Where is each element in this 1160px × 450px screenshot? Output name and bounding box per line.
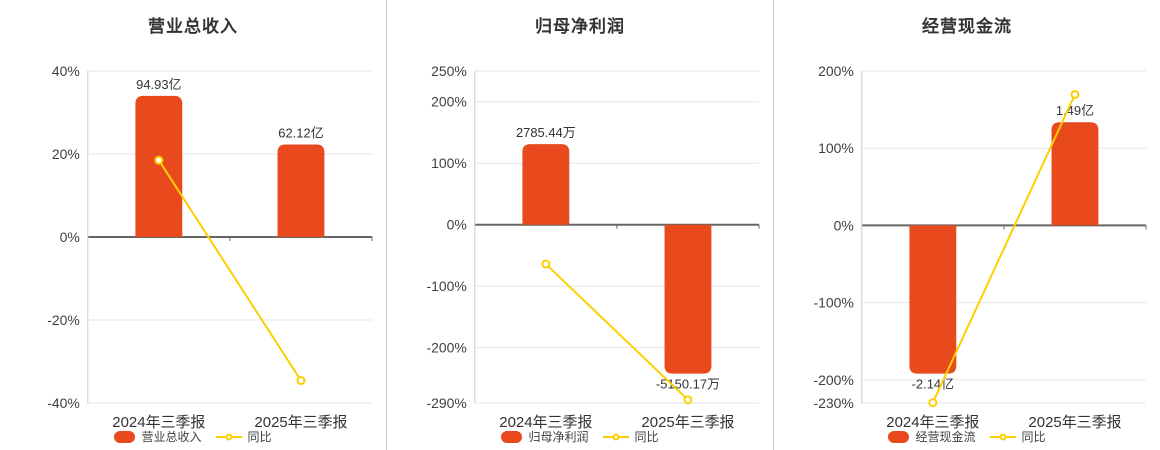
legend-line-label: 同比 — [1021, 430, 1046, 444]
legend-item-line-series[interactable]: 同比 — [215, 428, 272, 445]
chart-title: 经营现金流 — [922, 17, 1012, 36]
net-profit-chart-svg: 250% 200% 100% 0% -100% -200% -290% 2024年三季报 202… — [426, 63, 760, 431]
yoy-line-point-1[interactable] — [154, 155, 164, 165]
legend-bar-label: 营业总收入 — [141, 430, 202, 444]
bar-category-2[interactable] — [277, 144, 325, 237]
chart-legend: 归母净利润 同比 — [387, 428, 773, 445]
yoy-line — [931, 94, 1076, 404]
bar-category-1[interactable] — [522, 144, 570, 225]
chart-legend: 营业总收入 同比 — [0, 428, 386, 445]
bar-category-1[interactable] — [909, 225, 957, 374]
legend-line-label: 同比 — [247, 430, 272, 444]
y-axis-tick-label: 250% — [431, 63, 467, 79]
y-axis-tick-label: 100% — [818, 140, 854, 156]
y-axis-tick-label: 100% — [431, 155, 467, 171]
legend-bar-label: 经营现金流 — [915, 430, 976, 444]
yoy-line-point-1[interactable] — [928, 398, 938, 408]
y-axis-tick-label: -40% — [47, 395, 80, 411]
x-axis-category-label: 2025年三季报 — [254, 414, 347, 431]
yoy-line — [545, 263, 689, 401]
y-axis-tick-label: 20% — [52, 146, 80, 162]
yoy-line — [158, 159, 302, 382]
y-axis-tick-label: 40% — [52, 63, 80, 79]
yoy-line-point-1[interactable] — [541, 259, 551, 269]
bar-value-label: -2.14亿 — [912, 377, 955, 392]
y-axis-tick-label: 0% — [834, 217, 854, 233]
x-axis-category-label: 2024年三季报 — [499, 414, 592, 431]
line-series-marker-icon — [215, 431, 242, 443]
x-axis-category-label: 2025年三季报 — [1028, 414, 1121, 431]
y-axis-tick-label: 0% — [60, 229, 80, 245]
legend-bar-label: 归母净利润 — [528, 430, 589, 444]
y-axis-tick-label: -100% — [813, 295, 853, 311]
legend-item-bar-series[interactable]: 归母净利润 — [501, 428, 589, 445]
y-axis-tick-label: 0% — [447, 217, 467, 233]
y-axis-tick-label: -200% — [426, 340, 466, 356]
cash-flow-chart-svg: 200% 100% 0% -100% -200% -230% 2024年三季报 2025年三季… — [813, 63, 1147, 431]
bar-value-label: 94.93亿 — [136, 77, 181, 92]
chart-title: 营业总收入 — [148, 17, 238, 36]
chart-panel-operating-revenue: 营业总收入 40% 20% 0% -20% -40% 2024年三季报 2025年三季报 94… — [0, 0, 386, 450]
x-axis-category-label: 2025年三季报 — [641, 414, 734, 431]
x-axis-category-label: 2024年三季报 — [112, 414, 205, 431]
bar-value-label: 2785.44万 — [516, 125, 576, 140]
chart-legend: 经营现金流 同比 — [774, 428, 1160, 445]
y-axis-tick-label: 200% — [818, 63, 854, 79]
revenue-chart-svg: 40% 20% 0% -20% -40% 2024年三季报 2025年三季报 94.93亿 62… — [47, 63, 373, 431]
legend-item-bar-series[interactable]: 经营现金流 — [888, 428, 976, 445]
y-axis-tick-label: -230% — [813, 395, 853, 411]
bar-series-swatch-icon — [501, 430, 523, 443]
yoy-line-point-2[interactable] — [296, 376, 306, 386]
y-axis-tick-label: -20% — [47, 312, 80, 328]
legend-item-line-series[interactable]: 同比 — [602, 428, 659, 445]
bar-series-swatch-icon — [114, 430, 136, 443]
y-axis-tick-label: -290% — [426, 395, 466, 411]
bar-category-2[interactable] — [1051, 122, 1099, 226]
chart-panel-operating-cash-flow: 经营现金流 200% 100% 0% -100% -200% -230% 2024年三季报 2… — [773, 0, 1160, 450]
y-axis-tick-label: -200% — [813, 372, 853, 388]
bar-value-label: -5150.17万 — [656, 377, 720, 392]
bar-category-1[interactable] — [135, 95, 183, 238]
legend-item-line-series[interactable]: 同比 — [989, 428, 1046, 445]
y-axis-tick-label: -100% — [426, 278, 466, 294]
line-series-marker-icon — [602, 431, 629, 443]
y-axis-tick-label: 200% — [431, 94, 467, 110]
bar-category-2[interactable] — [664, 224, 712, 374]
chart-title: 归母净利润 — [535, 17, 625, 36]
bar-value-label: 62.12亿 — [278, 125, 323, 140]
chart-panel-net-profit: 归母净利润 250% 200% 100% 0% -100% -200% -290% 2024年… — [386, 0, 773, 450]
legend-item-bar-series[interactable]: 营业总收入 — [114, 428, 202, 445]
bar-value-label: 1.49亿 — [1056, 103, 1094, 118]
legend-line-label: 同比 — [634, 430, 659, 444]
bar-series-swatch-icon — [888, 430, 910, 443]
line-series-marker-icon — [989, 431, 1016, 443]
x-axis-category-label: 2024年三季报 — [886, 414, 979, 431]
yoy-line-point-2[interactable] — [683, 395, 693, 405]
yoy-line-point-2[interactable] — [1070, 89, 1080, 99]
